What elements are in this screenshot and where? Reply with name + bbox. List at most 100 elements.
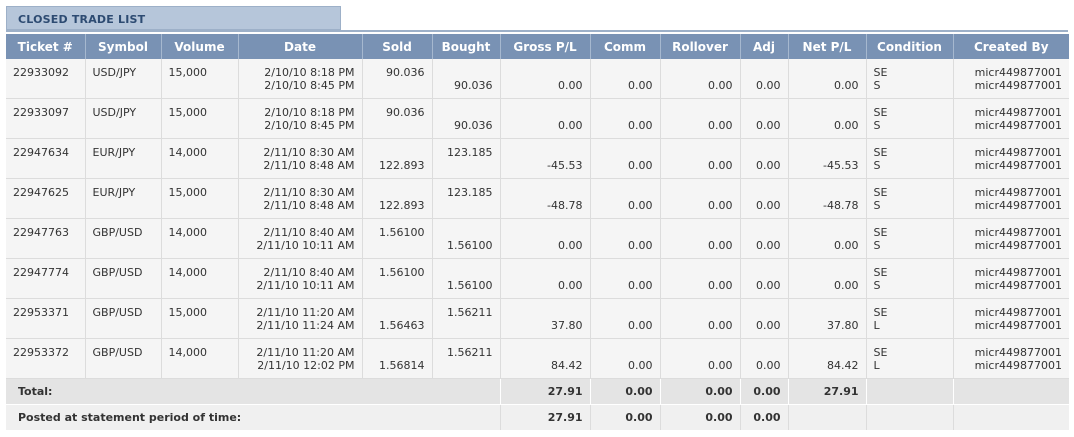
open-created-by: micr449877001	[974, 346, 1062, 359]
close-condition: S	[873, 119, 881, 132]
symbol-value: USD/JPY	[92, 106, 137, 119]
open-created-by: micr449877001	[974, 66, 1062, 79]
sold-cell: 1.56463	[362, 298, 433, 339]
table-row[interactable]: 22933097 USD/JPY 15,000 2/10/10 8:18 PM 2/10…	[6, 98, 1069, 139]
total-condition-empty	[866, 378, 954, 405]
created-by-cell: micr449877001 micr449877001	[953, 298, 1069, 339]
net-pl-cell: -45.53	[788, 138, 867, 179]
total-net-pl: 27.91	[788, 378, 867, 405]
bought-price: 1.56100	[447, 279, 493, 292]
symbol-value: GBP/USD	[92, 226, 143, 239]
table-row[interactable]: 22947763 GBP/USD 14,000 2/11/10 8:40 AM 2/11…	[6, 218, 1069, 259]
table-row[interactable]: 22947634 EUR/JPY 14,000 2/11/10 8:30 AM 2/11…	[6, 138, 1069, 179]
rollover-value: 0.00	[708, 359, 733, 372]
bought-blank	[440, 319, 493, 332]
table-row[interactable]: 22933092 USD/JPY 15,000 2/10/10 8:18 PM 2/10…	[6, 59, 1069, 99]
gross-pl-value: 37.80	[551, 319, 583, 332]
close-created-by: micr449877001	[974, 159, 1062, 172]
adj-blank	[748, 339, 781, 359]
open-condition: SE	[873, 66, 888, 79]
condition-cell: SE S	[866, 98, 954, 139]
comm-cell: 0.00	[590, 59, 661, 99]
comm-cell: 0.00	[590, 138, 661, 179]
rollover-value: 0.00	[708, 319, 733, 332]
close-condition: S	[873, 199, 881, 212]
comm-blank	[598, 299, 653, 319]
open-created-by: micr449877001	[974, 106, 1062, 119]
gross-pl-cell: -48.78	[500, 178, 591, 219]
volume-value: 15,000	[168, 66, 208, 79]
net-pl-cell: 0.00	[788, 258, 867, 299]
rollover-blank	[668, 99, 733, 119]
ticket-cell: 22953372	[6, 338, 86, 379]
column-header-bought[interactable]: Bought	[432, 34, 501, 59]
sold-blank	[370, 339, 425, 359]
gross-pl-value: 0.00	[558, 279, 583, 292]
column-header-gross-pl[interactable]: Gross P/L	[500, 34, 591, 59]
sold-price: 90.036	[386, 66, 425, 79]
gross-pl-blank	[508, 59, 583, 79]
comm-blank	[598, 59, 653, 79]
symbol-cell: GBP/USD	[85, 218, 162, 259]
posted-adj: 0.00	[740, 404, 789, 430]
comm-blank	[598, 179, 653, 199]
net-pl-blank	[796, 179, 859, 199]
gross-pl-cell: 0.00	[500, 258, 591, 299]
table-row[interactable]: 22947625 EUR/JPY 15,000 2/11/10 8:30 AM 2/11…	[6, 178, 1069, 219]
net-pl-value: 0.00	[834, 119, 859, 132]
net-pl-cell: 37.80	[788, 298, 867, 339]
column-header-comm[interactable]: Comm	[590, 34, 661, 59]
column-header-volume[interactable]: Volume	[161, 34, 239, 59]
close-created-by: micr449877001	[974, 199, 1062, 212]
ticket-cell: 22947634	[6, 138, 86, 179]
close-condition: S	[873, 159, 881, 172]
column-header-adj[interactable]: Adj	[740, 34, 789, 59]
sold-blank	[370, 239, 425, 252]
rollover-blank	[668, 179, 733, 199]
condition-cell: SE S	[866, 178, 954, 219]
total-adj: 0.00	[740, 378, 789, 405]
adj-blank	[748, 59, 781, 79]
gross-pl-blank	[508, 339, 583, 359]
gross-pl-blank	[508, 179, 583, 199]
open-date: 2/11/10 8:40 AM	[263, 226, 355, 239]
adj-cell: 0.00	[740, 178, 789, 219]
column-header-date[interactable]: Date	[238, 34, 363, 59]
sold-cell: 1.56814	[362, 338, 433, 379]
adj-cell: 0.00	[740, 338, 789, 379]
column-header-created-by[interactable]: Created By	[953, 34, 1069, 59]
net-pl-blank	[796, 59, 859, 79]
rollover-cell: 0.00	[660, 338, 741, 379]
condition-cell: SE L	[866, 298, 954, 339]
net-pl-cell: 0.00	[788, 98, 867, 139]
table-row[interactable]: 22947774 GBP/USD 14,000 2/11/10 8:40 AM 2/11…	[6, 258, 1069, 299]
column-header-symbol[interactable]: Symbol	[85, 34, 162, 59]
volume-cell: 15,000	[161, 59, 239, 99]
bought-price: 123.185	[447, 186, 493, 199]
bought-blank	[440, 219, 493, 239]
sold-cell: 90.036	[362, 59, 433, 99]
column-header-ticket[interactable]: Ticket #	[6, 34, 86, 59]
comm-cell: 0.00	[590, 338, 661, 379]
column-header-rollover[interactable]: Rollover	[660, 34, 741, 59]
ticket-number: 22953372	[13, 346, 69, 359]
adj-cell: 0.00	[740, 59, 789, 99]
close-date: 2/11/10 10:11 AM	[256, 239, 355, 252]
table-row[interactable]: 22953372 GBP/USD 14,000 2/11/10 11:20 AM 2/1…	[6, 338, 1069, 379]
rollover-value: 0.00	[708, 239, 733, 252]
close-date: 2/11/10 12:02 PM	[257, 359, 355, 372]
column-header-net-pl[interactable]: Net P/L	[788, 34, 867, 59]
table-header-row: Ticket # Symbol Volume Date Sold Bought …	[6, 34, 1069, 59]
net-pl-value: 84.42	[827, 359, 859, 372]
bought-price: 1.56211	[447, 346, 493, 359]
open-condition: SE	[873, 106, 888, 119]
open-condition: SE	[873, 146, 888, 159]
column-header-condition[interactable]: Condition	[866, 34, 954, 59]
sold-cell: 122.893	[362, 138, 433, 179]
adj-value: 0.00	[756, 199, 781, 212]
net-pl-value: -45.53	[823, 159, 859, 172]
volume-value: 14,000	[168, 226, 208, 239]
open-date: 2/11/10 8:30 AM	[263, 186, 355, 199]
column-header-sold[interactable]: Sold	[362, 34, 433, 59]
table-row[interactable]: 22953371 GBP/USD 15,000 2/11/10 11:20 AM 2/1…	[6, 298, 1069, 339]
